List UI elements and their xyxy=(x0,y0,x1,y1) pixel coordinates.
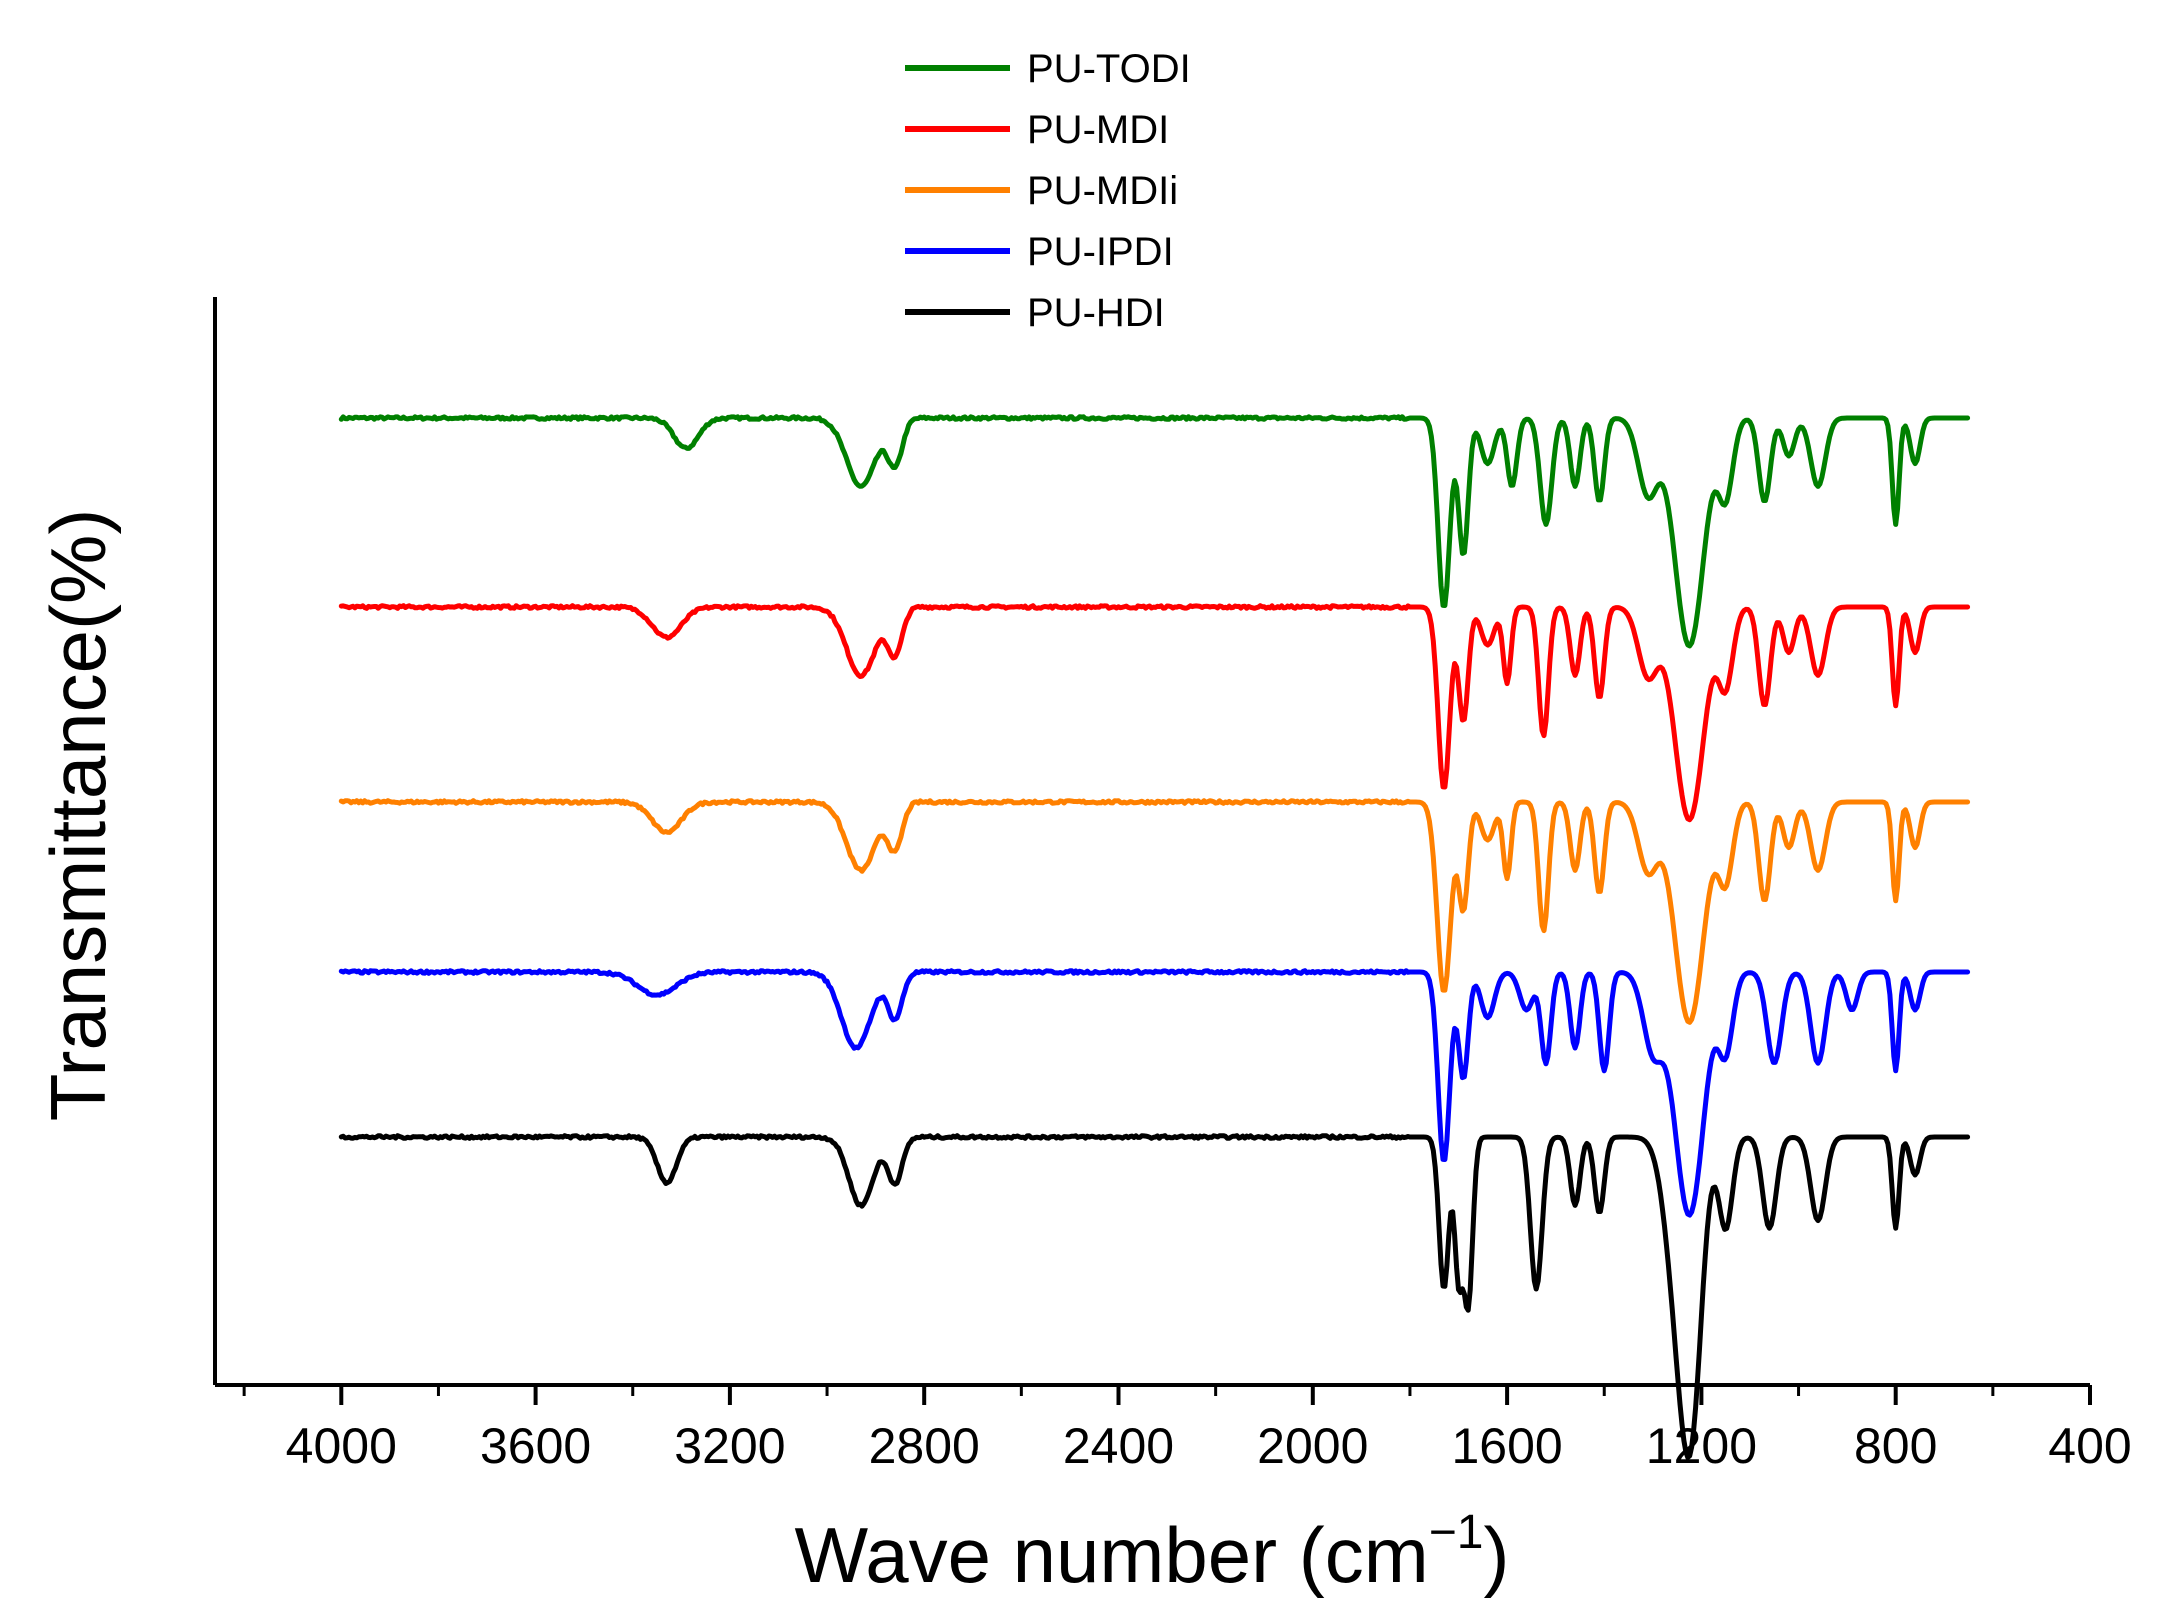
x-tick-label: 800 xyxy=(1854,1418,1937,1474)
x-tick-label: 2400 xyxy=(1063,1418,1174,1474)
series-line-pu-ipdi xyxy=(338,968,1971,1218)
series-line-pu-mdi xyxy=(338,603,1971,823)
series-group xyxy=(338,414,1971,1460)
x-axis-title-main: Wave number (cm xyxy=(795,1511,1429,1599)
legend: PU-TODI PU-MDI PU-MDIi PU-IPDI PU-HDI xyxy=(905,47,1191,335)
legend-label: PU-MDIi xyxy=(1027,169,1178,213)
legend-label: PU-TODI xyxy=(1027,47,1191,91)
x-tick-label: 2000 xyxy=(1257,1418,1368,1474)
x-tick-label: 400 xyxy=(2048,1418,2131,1474)
legend-label: PU-HDI xyxy=(1027,291,1165,335)
x-tick-label: 2800 xyxy=(869,1418,980,1474)
x-axis-title: Wave number (cm−1) xyxy=(795,1506,1510,1599)
x-tick-label: 3600 xyxy=(480,1418,591,1474)
x-ticks: 4000 3600 3200 2800 2400 2000 1600 1200 800 400 xyxy=(242,1385,2132,1474)
x-tick-label: 1600 xyxy=(1451,1418,1562,1474)
series-line-pu-todi xyxy=(338,414,1971,649)
x-tick-label: 4000 xyxy=(286,1418,397,1474)
x-axis-title-sup: −1 xyxy=(1429,1506,1484,1559)
x-axis-title-close: ) xyxy=(1484,1511,1510,1599)
x-tick-label: 1200 xyxy=(1646,1418,1757,1474)
x-tick-label: 3200 xyxy=(674,1418,785,1474)
legend-label: PU-MDI xyxy=(1027,108,1169,152)
series-line-pu-mdii xyxy=(338,798,1971,1025)
y-axis-title: Transmittance(%) xyxy=(34,509,122,1122)
legend-label: PU-IPDI xyxy=(1027,230,1174,274)
series-line-pu-hdi xyxy=(338,1133,1971,1460)
